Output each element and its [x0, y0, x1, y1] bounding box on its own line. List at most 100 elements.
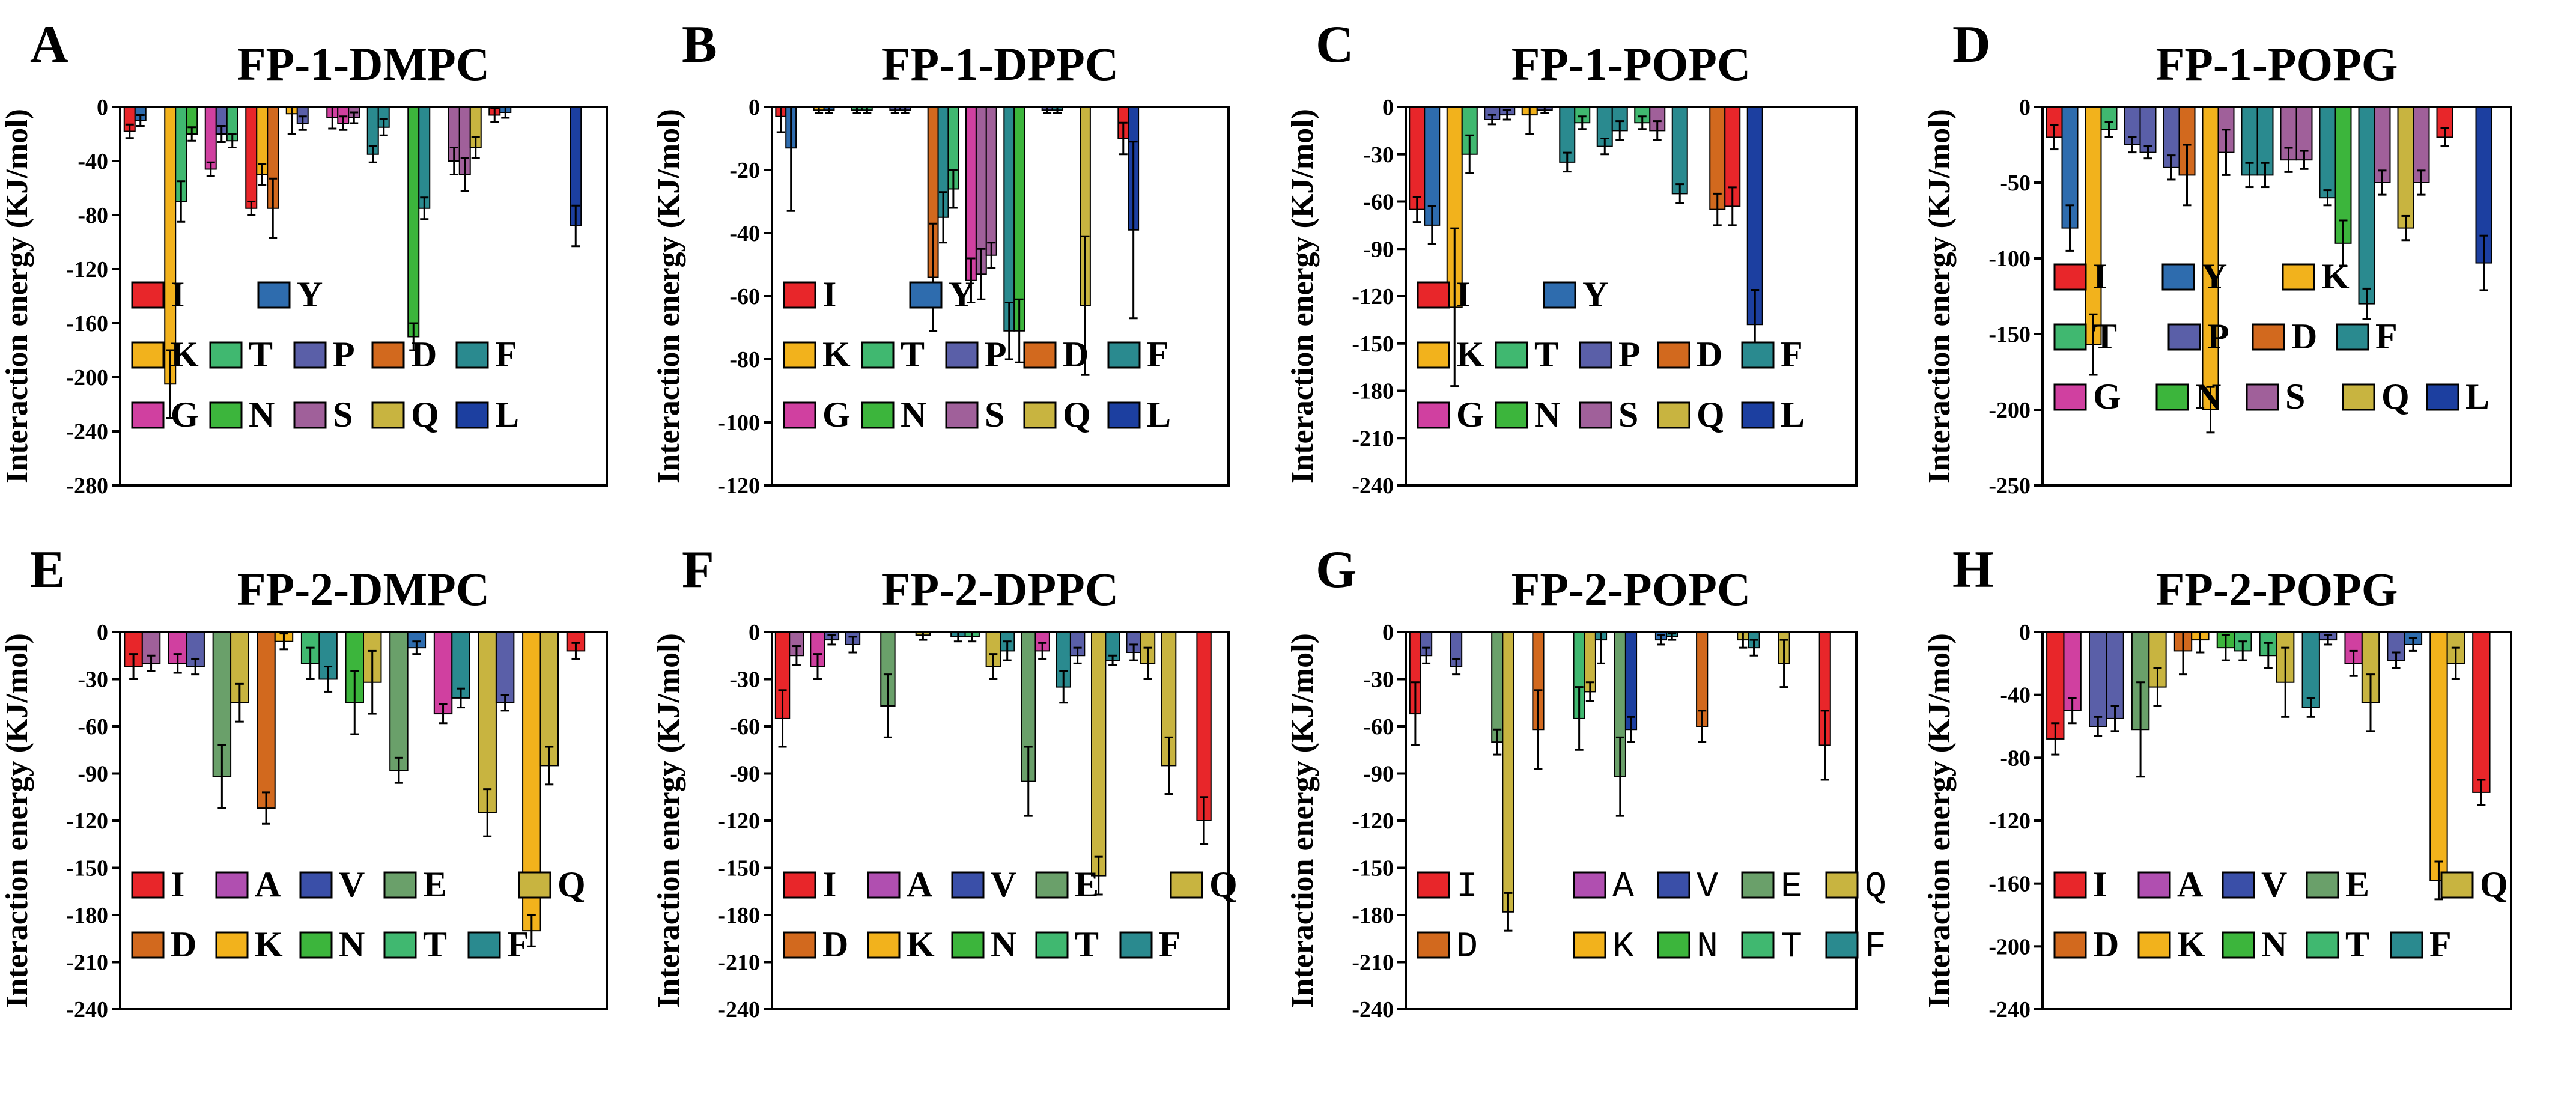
legend-label: K [255, 925, 283, 964]
legend-label: P [985, 335, 1007, 374]
legend: I Y K T P D F G N S Q L [2053, 257, 2489, 416]
legend-label: V [991, 865, 1016, 904]
legend: I A V E Q D K N T F [131, 865, 586, 964]
legend-label: D [1063, 335, 1089, 374]
legend-label: T [2093, 317, 2117, 356]
bar [478, 631, 497, 813]
y-tick-label: -30 [729, 667, 760, 693]
legend-swatch [2390, 931, 2423, 959]
bar [1013, 106, 1025, 332]
legend-label: A [907, 865, 932, 904]
legend-swatch [518, 871, 551, 899]
legend-label: V [2261, 865, 2287, 904]
y-tick-label: -100 [718, 410, 760, 436]
legend-swatch [2053, 263, 2087, 291]
bar [433, 631, 453, 715]
y-axis-label: Interaction energy (KJ/mol) [652, 633, 686, 1008]
plot-frame [119, 106, 608, 487]
y-tick-label: -30 [1363, 667, 1394, 693]
legend-label: Q [1865, 867, 1886, 908]
y-tick-label: -100 [1988, 246, 2031, 272]
legend: I A V E Q D K N T F [2053, 865, 2508, 964]
legend-swatch [1023, 401, 1057, 429]
legend-label: I [171, 865, 184, 904]
legend-swatch [1579, 341, 1612, 369]
legend-swatch [131, 341, 165, 369]
legend-swatch [215, 931, 249, 959]
bar [2472, 631, 2491, 793]
legend-swatch [383, 871, 417, 899]
legend-label: G [2093, 377, 2121, 416]
legend-swatch [867, 931, 901, 959]
y-axis-label: Interaction energy (KJ/mol) [1922, 633, 1957, 1008]
legend-swatch [1170, 871, 1203, 899]
legend-swatch [951, 871, 985, 899]
legend-swatch [2053, 383, 2087, 411]
legend-swatch [2440, 871, 2474, 899]
legend-swatch [2161, 263, 2195, 291]
legend-swatch [131, 931, 165, 959]
y-tick-label: -240 [1352, 473, 1394, 499]
legend-swatch [1741, 931, 1775, 959]
y-tick-label: -40 [2000, 683, 2031, 708]
legend-label: N [991, 925, 1016, 964]
legend-swatch [1825, 931, 1859, 959]
legend-label: L [495, 395, 519, 434]
legend-swatch [1119, 931, 1153, 959]
legend-label: E [423, 865, 447, 904]
legend-label: N [2261, 925, 2287, 964]
legend-label: Q [1209, 865, 1238, 904]
y-tick-label: -30 [77, 667, 108, 693]
legend-label: S [1618, 395, 1638, 434]
y-tick-label: 0 [97, 95, 108, 120]
y-tick-label: -280 [66, 473, 108, 499]
y-tick-label: -240 [718, 997, 760, 1023]
y-axis-label: Interaction energy (KJ/mol) [0, 109, 34, 484]
bar [2429, 631, 2448, 881]
legend-swatch [2053, 871, 2087, 899]
legend-label: A [2177, 865, 2203, 904]
bar [389, 631, 409, 771]
bar [2046, 631, 2065, 740]
legend-label: S [333, 395, 353, 434]
legend-label: F [507, 925, 529, 964]
bar [2085, 106, 2102, 345]
y-tick-label: 0 [749, 95, 760, 120]
bar [1491, 631, 1504, 743]
bar [2301, 631, 2320, 708]
legend-swatch [131, 401, 165, 429]
legend-label: T [1534, 335, 1558, 374]
legend-label: Y [1582, 275, 1608, 314]
legend-label: Q [2480, 865, 2508, 904]
legend-label: I [1456, 867, 1478, 908]
panel-label: A [30, 16, 68, 74]
legend-label: I [822, 275, 836, 314]
y-tick-label: -160 [66, 311, 108, 336]
legend-swatch [1417, 281, 1450, 309]
legend-label: K [2321, 257, 2350, 296]
panel-A: A FP-1-DMPC Interaction energy (KJ/mol) 0 -4… [0, 16, 608, 499]
legend-label: K [1612, 927, 1634, 968]
legend-swatch [2336, 323, 2369, 351]
legend-label: P [333, 335, 355, 374]
y-tick-label: -210 [66, 950, 108, 976]
legend-swatch [1023, 341, 1057, 369]
panel-label: D [1952, 16, 1991, 74]
legend-label: K [822, 335, 851, 374]
bar [1502, 631, 1514, 913]
legend-swatch [2167, 323, 2201, 351]
y-tick-label: -200 [66, 365, 108, 390]
legend-label: K [1456, 335, 1484, 374]
legend-swatch [257, 281, 291, 309]
legend-swatch [2053, 931, 2087, 959]
legend-label: P [2207, 317, 2229, 356]
y-tick-label: 0 [97, 620, 108, 645]
bar [495, 631, 515, 703]
legend-swatch [293, 341, 327, 369]
y-tick-label: 0 [749, 620, 760, 645]
legend-label: Y [2201, 257, 2227, 296]
legend-swatch [1573, 871, 1606, 899]
y-tick-label: 0 [2019, 620, 2031, 645]
legend-label: D [1456, 927, 1478, 968]
y-tick-label: 0 [2019, 95, 2031, 120]
